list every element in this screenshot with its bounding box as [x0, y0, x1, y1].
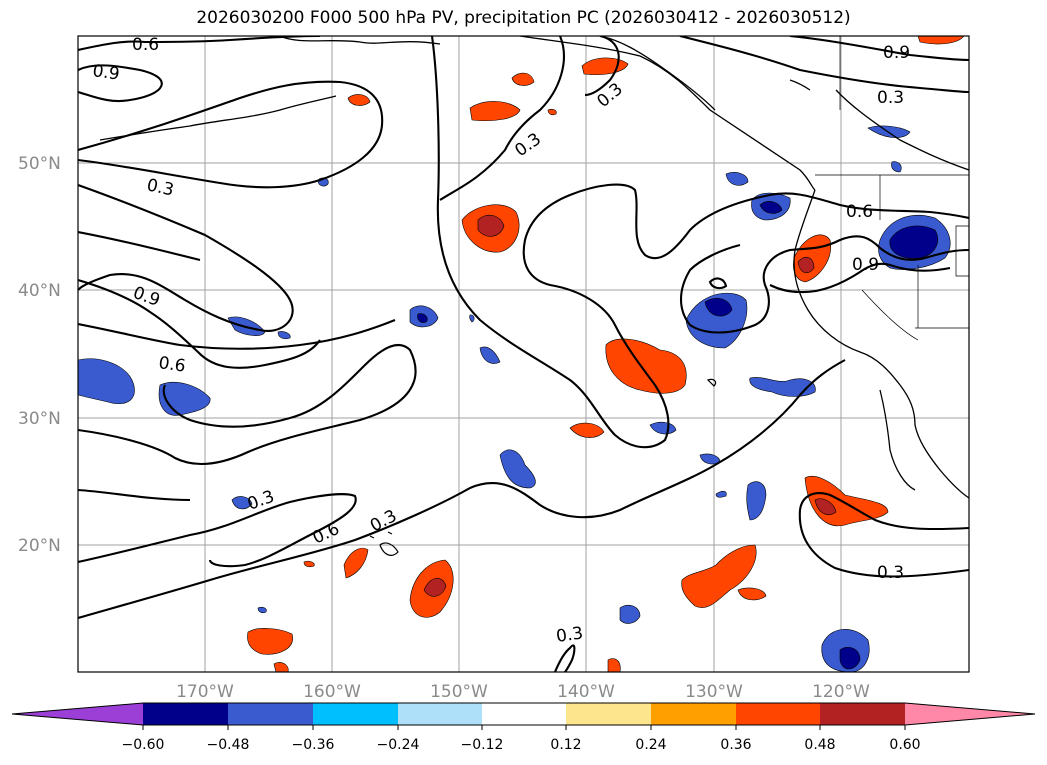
map-title: 2026030200 F000 500 hPa PV, precipitatio… — [196, 8, 851, 28]
lon-label: 160°W — [303, 682, 361, 702]
contour-label: 0.3 — [555, 623, 585, 647]
contour-label: 0.6 — [846, 202, 873, 222]
islands — [369, 79, 811, 556]
colorbar-tick-label: 0.24 — [635, 737, 666, 753]
colorbar-segment — [482, 703, 566, 725]
contour-label: 0.3 — [877, 563, 904, 583]
lat-label: 30°N — [18, 409, 61, 429]
colorbar-tick-label: 0.60 — [889, 737, 920, 753]
precip-negative — [78, 125, 951, 672]
lon-label: 150°W — [430, 682, 488, 702]
map-frame — [77, 35, 970, 673]
latitude-labels: 50°N 40°N 30°N 20°N — [18, 154, 61, 556]
colorbar-tick-label: 0.36 — [720, 737, 751, 753]
contour-label: 0.9 — [883, 43, 910, 63]
colorbar-segment — [313, 703, 398, 725]
colorbar-segment — [228, 703, 313, 725]
colorbar-tick-label: −0.36 — [292, 737, 335, 753]
contour-label: 0.9 — [91, 61, 121, 85]
colorbar-extend-low — [12, 703, 143, 725]
colorbar-segment — [820, 703, 905, 725]
lat-label: 40°N — [18, 281, 61, 301]
colorbar-tick-label: −0.60 — [122, 737, 165, 753]
contour-label: 0.9 — [852, 255, 879, 275]
state-borders — [815, 36, 969, 341]
colorbar-segment — [566, 703, 651, 725]
colorbar-segment — [651, 703, 736, 725]
colorbar-segment — [143, 703, 228, 725]
lon-label: 140°W — [557, 682, 615, 702]
colorbar-segment — [736, 703, 820, 725]
contour-label: 0.6 — [157, 353, 187, 377]
colorbar-tick-label: 0.48 — [804, 737, 835, 753]
colorbar-extend-high — [905, 703, 1035, 725]
precip-positive — [247, 36, 965, 672]
lat-label: 50°N — [18, 154, 61, 174]
colorbar: −0.60 −0.48 −0.36 −0.24 −0.12 0.12 0.24 … — [11, 702, 1036, 753]
map-panel — [78, 36, 969, 672]
lon-label: 120°W — [812, 682, 870, 702]
coastlines — [99, 36, 969, 499]
longitude-labels: 170°W 160°W 150°W 140°W 130°W 120°W — [176, 682, 870, 702]
colorbar-tick-label: −0.24 — [377, 737, 420, 753]
colorbar-tick-label: 0.12 — [550, 737, 581, 753]
colorbar-tick-label: −0.12 — [461, 737, 504, 753]
gridlines — [78, 36, 969, 672]
colorbar-tick-label: −0.48 — [207, 737, 250, 753]
colorbar-segment — [398, 703, 482, 725]
pv-contours — [78, 36, 969, 672]
lon-label: 130°W — [685, 682, 743, 702]
contour-label: 0.3 — [877, 88, 904, 108]
lat-label: 20°N — [18, 536, 61, 556]
lon-label: 170°W — [176, 682, 234, 702]
contour-label: 0.6 — [132, 35, 159, 55]
